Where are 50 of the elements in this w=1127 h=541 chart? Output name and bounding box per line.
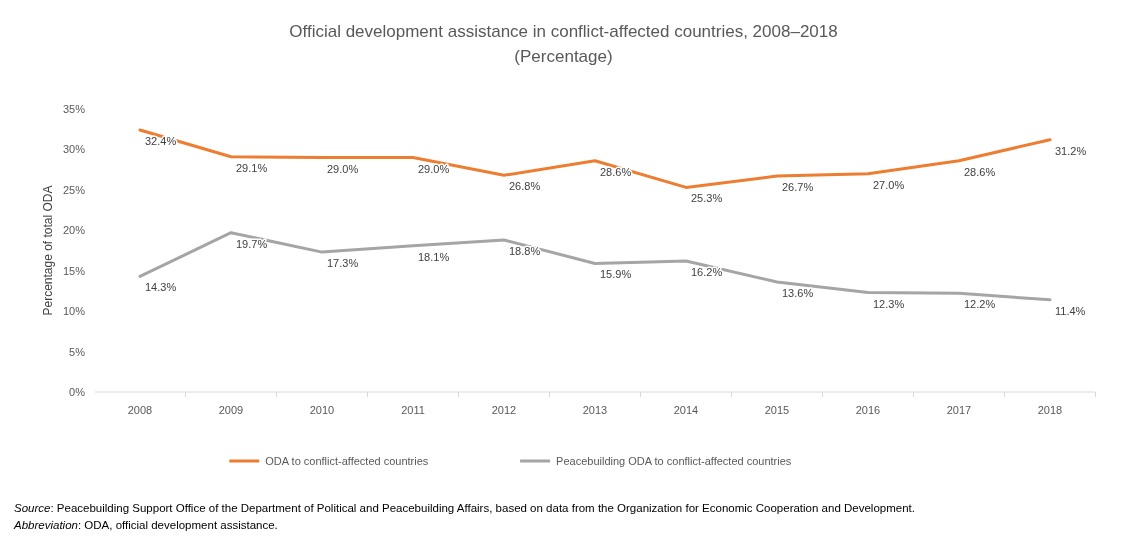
x-tick-label: 2013 bbox=[582, 404, 608, 416]
legend-label: ODA to conflict-affected countries bbox=[265, 455, 429, 467]
y-tick-label: 0% bbox=[69, 386, 86, 398]
x-tick-label: 2008 bbox=[127, 404, 153, 416]
data-label: 13.6% bbox=[782, 287, 814, 300]
x-tick-label: 2012 bbox=[491, 404, 517, 416]
x-tick-label: 2017 bbox=[946, 404, 972, 416]
data-label: 14.3% bbox=[145, 281, 177, 294]
data-label: 16.2% bbox=[691, 266, 723, 279]
data-label: 29.0% bbox=[327, 162, 359, 175]
data-label: 28.6% bbox=[600, 165, 632, 178]
y-tick-label: 35% bbox=[62, 103, 86, 115]
data-label: 32.4% bbox=[145, 135, 177, 148]
x-tick-label: 2009 bbox=[218, 404, 244, 416]
data-label: 11.4% bbox=[1055, 304, 1086, 317]
y-axis-title: Percentage of total ODA bbox=[41, 185, 55, 316]
x-tick-label: 2015 bbox=[764, 404, 790, 416]
y-tick-label: 30% bbox=[62, 143, 86, 156]
source-note: Source: Peacebuilding Support Office of the Department of Political and Peacebuilding Affairs, based on data from the Organization for Economic Cooperation and Development. bbox=[14, 502, 915, 514]
y-tick-label: 10% bbox=[62, 305, 86, 318]
data-label: 31.2% bbox=[1055, 144, 1087, 157]
chart-subtitle: (Percentage) bbox=[514, 47, 613, 66]
x-tick-label: 2018 bbox=[1037, 404, 1063, 416]
data-label: 26.7% bbox=[782, 181, 814, 194]
x-tick-label: 2016 bbox=[855, 404, 881, 416]
line-series bbox=[138, 231, 1052, 302]
data-label: 18.1% bbox=[418, 250, 450, 263]
text: Abbreviation: ODA, official development assistance. bbox=[13, 519, 278, 531]
data-label: 18.8% bbox=[509, 244, 541, 257]
x-tick-label: 2010 bbox=[309, 404, 335, 416]
line-series bbox=[138, 128, 1052, 189]
y-tick-label: 5% bbox=[69, 345, 86, 358]
data-label: 15.9% bbox=[600, 268, 632, 281]
data-label: 29.0% bbox=[418, 162, 450, 175]
legend-label: Peacebuilding ODA to conflict-affected countries bbox=[556, 455, 792, 467]
chart-title: Official development assistance in conflict-affected countries, 2008–2018 bbox=[289, 22, 838, 41]
data-label: 25.3% bbox=[691, 192, 723, 205]
data-label: 17.3% bbox=[327, 257, 359, 270]
y-tick-label: 20% bbox=[62, 224, 86, 237]
data-label: 27.0% bbox=[873, 178, 905, 191]
data-label: 19.7% bbox=[236, 237, 268, 250]
y-tick-label: 15% bbox=[62, 264, 86, 277]
data-label: 12.2% bbox=[964, 298, 996, 311]
data-label: 26.8% bbox=[509, 180, 541, 193]
y-tick-label: 25% bbox=[62, 183, 86, 196]
x-tick-label: 2011 bbox=[401, 404, 425, 416]
data-label: 29.1% bbox=[236, 161, 268, 174]
data-label: 12.3% bbox=[873, 297, 905, 310]
x-tick-label: 2014 bbox=[673, 404, 699, 416]
data-label: 28.6% bbox=[964, 165, 996, 178]
